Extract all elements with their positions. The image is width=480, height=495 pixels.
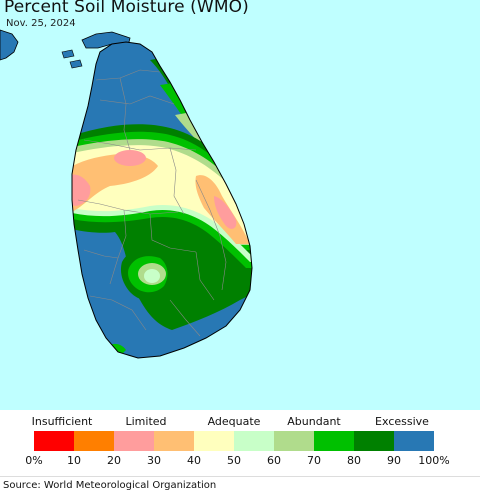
border-5	[169, 147, 185, 215]
border-4	[83, 139, 197, 151]
legend-category-label: Insufficient	[31, 415, 93, 428]
legend-tick-label: 60	[267, 454, 281, 467]
soil-moisture-map	[0, 0, 480, 410]
legend-color-bar	[34, 431, 434, 451]
legend-swatch	[354, 431, 394, 451]
legend-swatch	[194, 431, 234, 451]
border-1	[95, 69, 161, 81]
map-date: Nov. 25, 2024	[6, 18, 76, 29]
legend-category-label: Abundant	[287, 415, 341, 428]
island-1	[61, 49, 75, 59]
border-7	[109, 209, 127, 285]
coastline	[71, 41, 253, 359]
legend-tick-label: 20	[107, 454, 121, 467]
district-borders	[77, 69, 227, 337]
border-9	[195, 179, 227, 291]
legend-tick-label: 70	[307, 454, 321, 467]
zone-east-low	[214, 196, 237, 229]
legend-swatch	[274, 431, 314, 451]
border-13	[195, 251, 215, 301]
legend-tick-label: 10	[67, 454, 81, 467]
legend-swatch	[234, 431, 274, 451]
legend-swatch	[114, 431, 154, 451]
border-2	[99, 95, 175, 105]
source-text: Source: World Meteorological Organizatio…	[3, 480, 217, 491]
zone-west-low	[72, 174, 91, 206]
border-11	[89, 295, 147, 331]
legend-swatch	[74, 431, 114, 451]
legend-tick-label: 50	[227, 454, 241, 467]
zone-highland-adequate	[144, 269, 160, 283]
legend-tick-label: 80	[347, 454, 361, 467]
legend-category-label: Excessive	[375, 415, 429, 428]
border-10	[83, 249, 119, 259]
legend-category-label: Adequate	[207, 415, 261, 428]
map-svg	[0, 0, 480, 410]
legend-tick-label: 0%	[25, 454, 43, 467]
island-2	[69, 59, 83, 69]
india-coast	[0, 29, 19, 61]
zone-south-excessive	[72, 226, 252, 358]
legend-swatch	[394, 431, 434, 451]
zone-north-low	[114, 150, 146, 166]
legend-tick-label: 40	[187, 454, 201, 467]
legend-swatch	[314, 431, 354, 451]
source-footer: Source: World Meteorological Organizatio…	[0, 476, 480, 495]
legend-tick-label: 90	[387, 454, 401, 467]
border-3	[119, 77, 131, 151]
border-12	[169, 299, 201, 337]
border-8	[149, 213, 197, 253]
map-title: Percent Soil Moisture (WMO)	[4, 0, 249, 17]
legend-tick-label: 100%	[418, 454, 450, 467]
legend-swatch	[34, 431, 74, 451]
legend-swatch	[154, 431, 194, 451]
legend: Insufficient Limited Adequate Abundant Exces…	[0, 410, 480, 476]
legend-category-label: Limited	[125, 415, 167, 428]
legend-tick-label: 30	[147, 454, 161, 467]
